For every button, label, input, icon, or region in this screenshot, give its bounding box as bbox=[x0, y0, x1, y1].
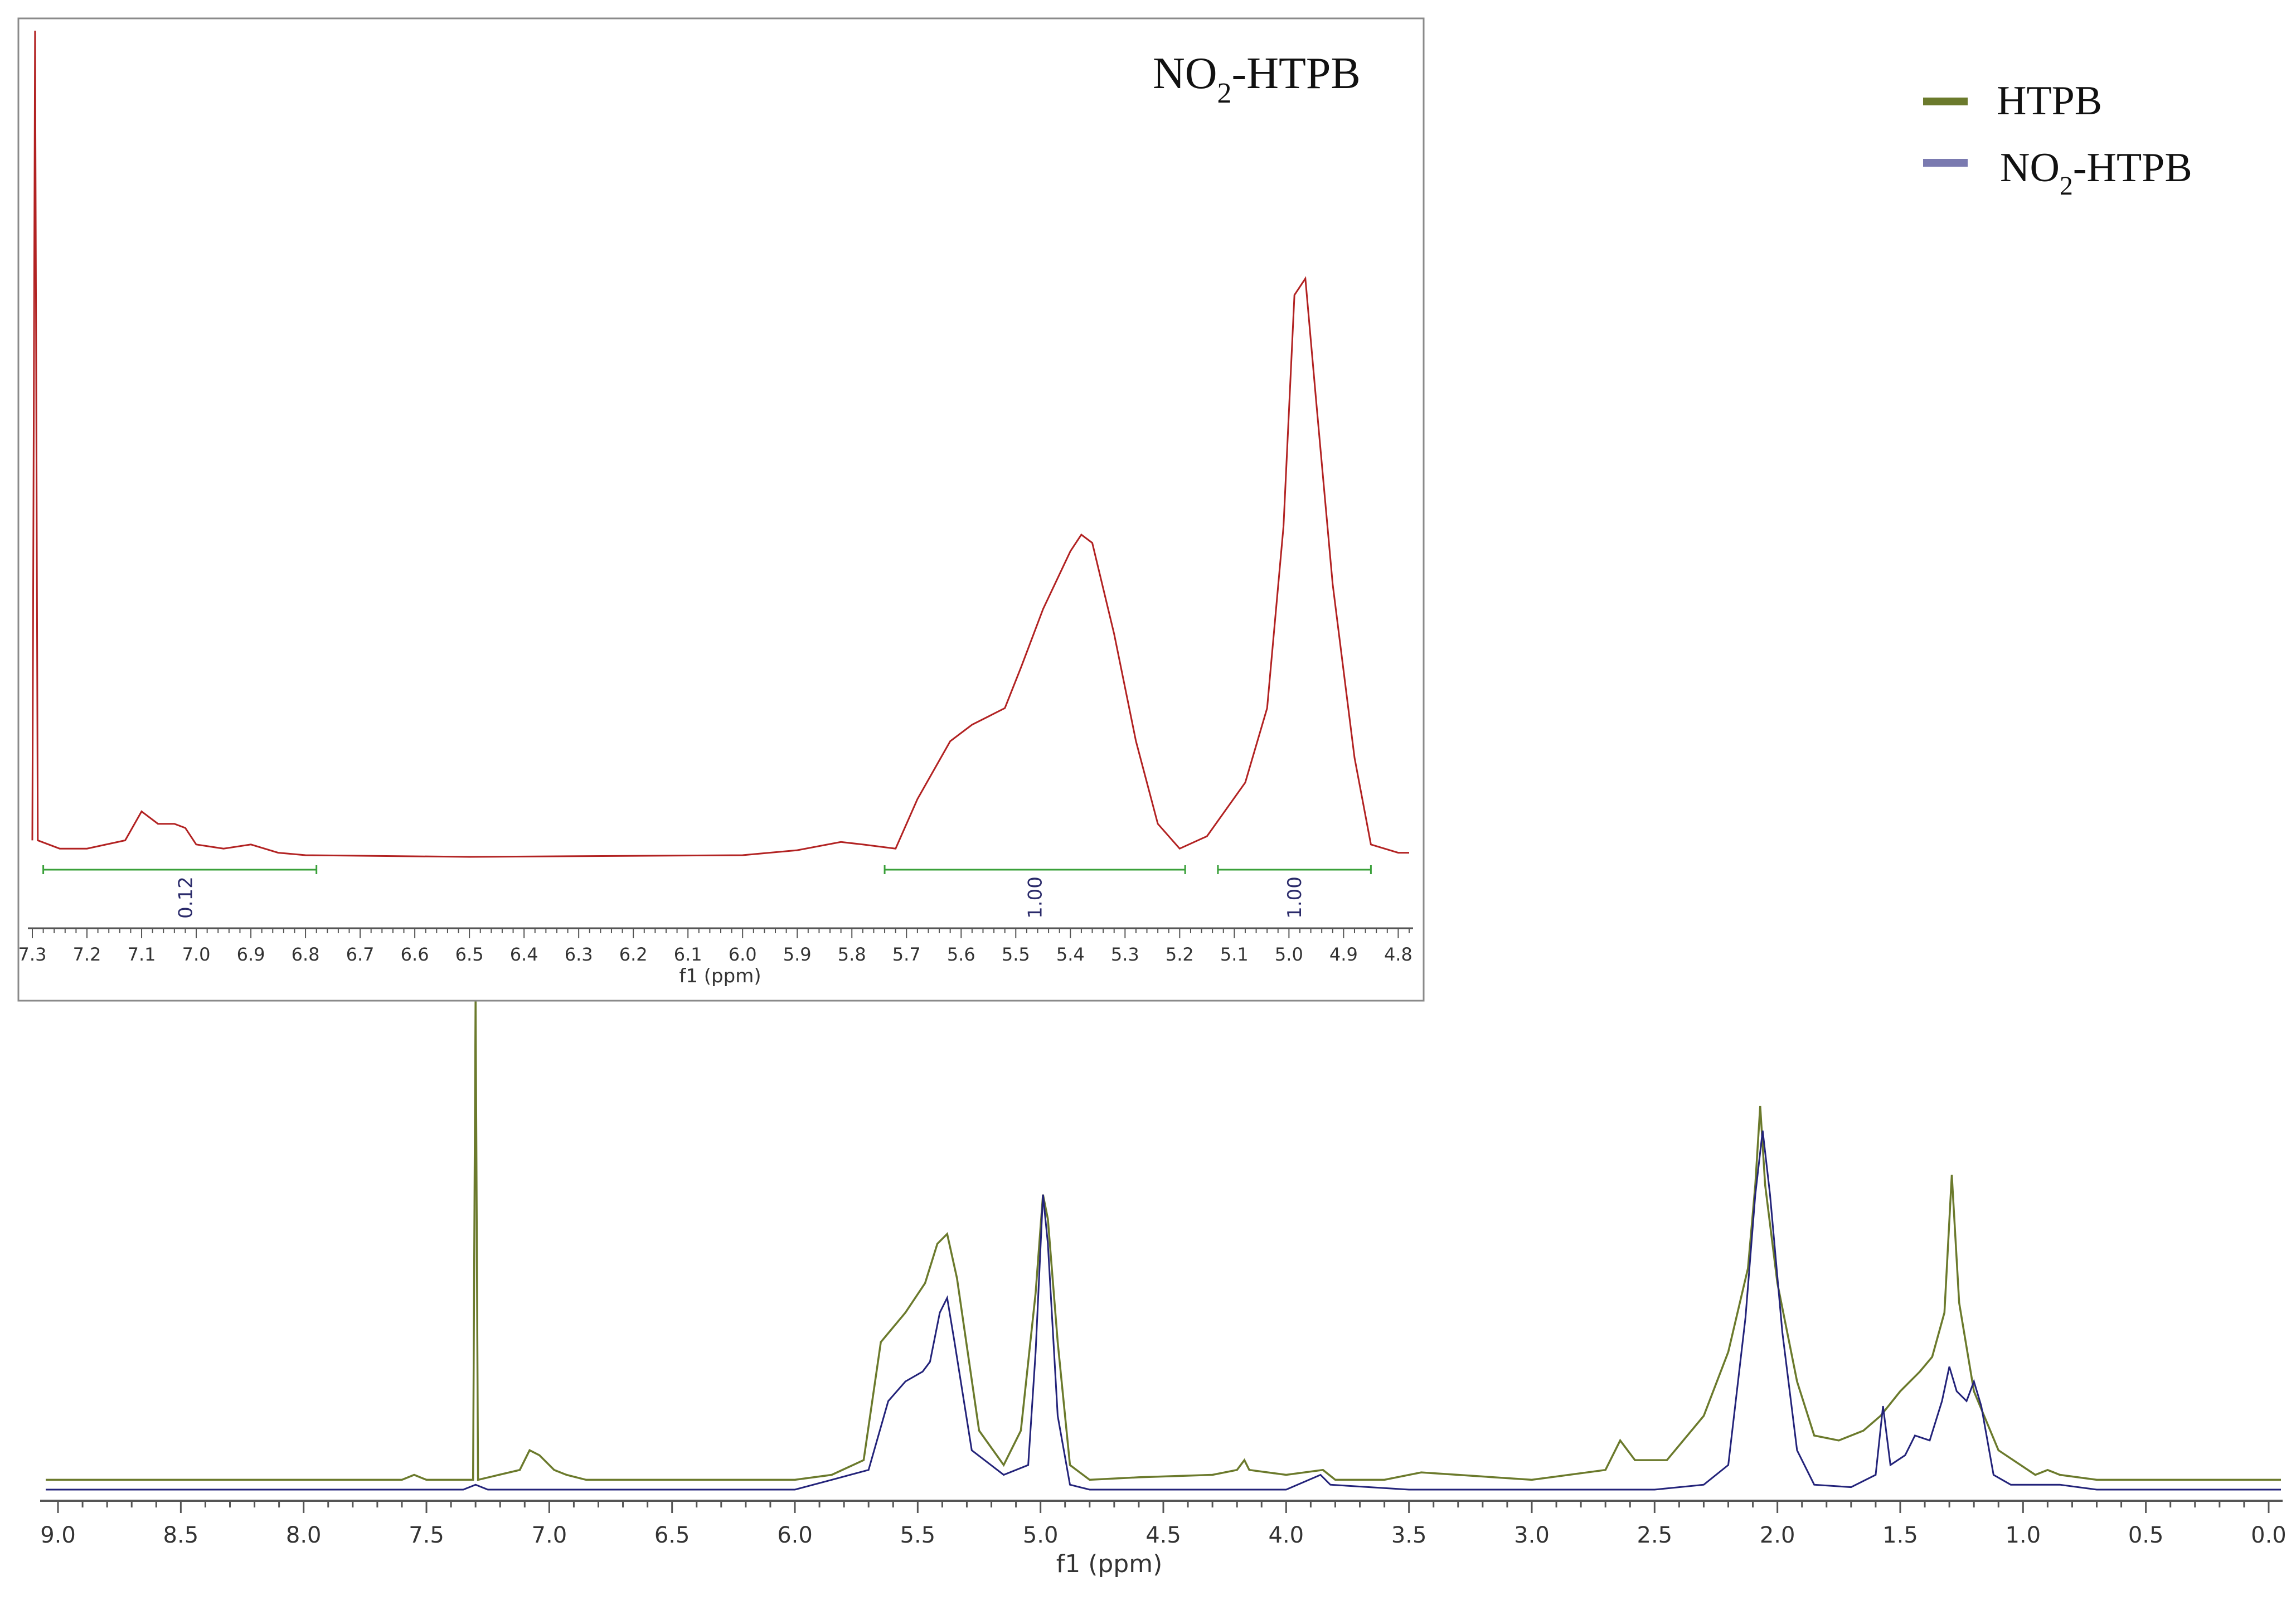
inset-panel: NO2-HTPB 0.12 1.00 1.00 7.3 7.2 7.1 7.0 6.9 6.8… bbox=[17, 17, 1425, 1002]
main-tick-label: 5.0 bbox=[1023, 1523, 1059, 1548]
main-tick-label: 5.5 bbox=[900, 1523, 936, 1548]
main-tick-label: 1.0 bbox=[2005, 1523, 2041, 1548]
inset-tick-label: 6.5 bbox=[455, 944, 484, 965]
inset-tick-label: 6.4 bbox=[510, 944, 538, 965]
inset-tick-label: 4.8 bbox=[1384, 944, 1412, 965]
inset-tick-label: 6.7 bbox=[346, 944, 375, 965]
main-tick-label: 9.0 bbox=[40, 1523, 76, 1548]
legend-label-htpb: HTPB bbox=[1997, 78, 2102, 124]
main-tick-label: 7.0 bbox=[532, 1523, 567, 1548]
main-tick-label: 6.0 bbox=[777, 1523, 813, 1548]
main-tick-label: 4.0 bbox=[1269, 1523, 1304, 1548]
main-tick-label: 8.5 bbox=[163, 1523, 199, 1548]
main-tick-label: 0.0 bbox=[2251, 1523, 2287, 1548]
inset-tick-label: 6.6 bbox=[401, 944, 429, 965]
inset-tick-label: 5.5 bbox=[1002, 944, 1030, 965]
inset-tick-label: 7.3 bbox=[18, 944, 47, 965]
main-tick-label: 0.5 bbox=[2128, 1523, 2164, 1548]
inset-x-ticks: 7.3 7.2 7.1 7.0 6.9 6.8 6.7 6.6 6.5 6.4 6.3 6.2 6.1 6… bbox=[18, 928, 1412, 965]
legend-label-no2-htpb: NO2-HTPB bbox=[2000, 145, 2192, 201]
inset-tick-label: 5.0 bbox=[1275, 944, 1303, 965]
legend: HTPB NO2-HTPB bbox=[1923, 78, 2192, 201]
integral-label: 0.12 bbox=[174, 876, 197, 919]
inset-title: NO2-HTPB bbox=[1153, 49, 1361, 109]
inset-tick-label: 5.3 bbox=[1111, 944, 1139, 965]
inset-tick-label: 5.2 bbox=[1166, 944, 1194, 965]
integral-label: 1.00 bbox=[1284, 876, 1306, 919]
inset-tick-label: 5.8 bbox=[838, 944, 866, 965]
inset-x-axis-label: f1 (ppm) bbox=[679, 965, 761, 987]
inset-tick-label: 4.9 bbox=[1329, 944, 1358, 965]
inset-tick-label: 6.2 bbox=[619, 944, 648, 965]
main-tick-label: 2.0 bbox=[1760, 1523, 1795, 1548]
main-tick-label: 1.5 bbox=[1882, 1523, 1918, 1548]
inset-tick-label: 6.8 bbox=[292, 944, 320, 965]
integral-label: 1.00 bbox=[1025, 876, 1047, 919]
inset-tick-label: 5.7 bbox=[892, 944, 921, 965]
inset-tick-label: 6.9 bbox=[237, 944, 265, 965]
inset-tick-label: 5.4 bbox=[1056, 944, 1085, 965]
main-tick-label: 2.5 bbox=[1637, 1523, 1673, 1548]
main-x-axis-label: f1 (ppm) bbox=[1056, 1550, 1163, 1578]
inset-tick-label: 6.0 bbox=[729, 944, 757, 965]
inset-tick-label: 6.3 bbox=[565, 944, 593, 965]
inset-tick-label: 7.1 bbox=[128, 944, 156, 965]
main-tick-label: 6.5 bbox=[654, 1523, 690, 1548]
main-tick-label: 8.0 bbox=[286, 1523, 322, 1548]
inset-tick-label: 5.9 bbox=[783, 944, 812, 965]
main-traces bbox=[46, 997, 2281, 1491]
inset-integrals: 0.12 1.00 1.00 bbox=[42, 865, 1372, 919]
main-tick-label: 4.5 bbox=[1145, 1523, 1181, 1548]
main-tick-label: 7.5 bbox=[409, 1523, 444, 1548]
main-spectrum-plot: 9.0 8.5 8.0 7.5 7.0 6.5 6.0 5.5 5.0 4.5 4.0 3.5 3.0 2… bbox=[40, 997, 2287, 1578]
inset-tick-label: 6.1 bbox=[674, 944, 702, 965]
inset-tick-label: 5.6 bbox=[947, 944, 975, 965]
main-tick-label: 3.5 bbox=[1391, 1523, 1427, 1548]
main-x-ticks: 9.0 8.5 8.0 7.5 7.0 6.5 6.0 5.5 5.0 4.5 4.0 3.5 3.0 2… bbox=[40, 1501, 2287, 1548]
inset-traces bbox=[31, 30, 1409, 858]
inset-tick-label: 7.2 bbox=[73, 944, 101, 965]
trace-no2-htpb bbox=[46, 1130, 2281, 1491]
trace-htpb bbox=[46, 997, 2281, 1481]
inset-frame bbox=[17, 17, 1425, 1002]
inset-tick-label: 5.1 bbox=[1220, 944, 1249, 965]
inset-tick-label: 7.0 bbox=[182, 944, 211, 965]
main-tick-label: 3.0 bbox=[1514, 1523, 1550, 1548]
inset-trace-no2-htpb bbox=[31, 30, 1409, 858]
